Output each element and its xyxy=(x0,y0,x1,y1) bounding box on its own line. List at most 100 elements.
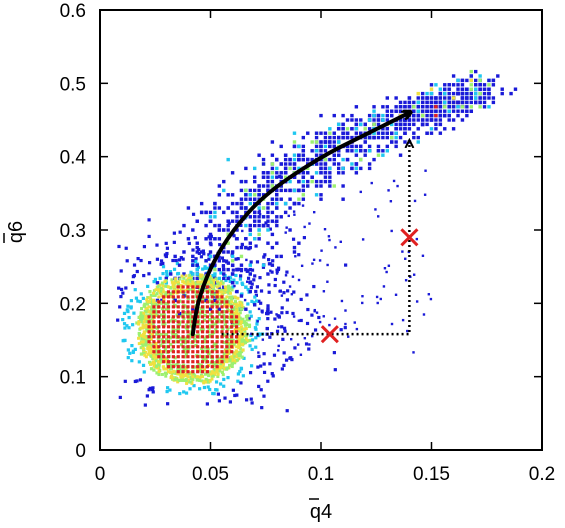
data-point xyxy=(234,302,238,306)
data-point xyxy=(173,304,177,308)
data-point xyxy=(234,330,239,334)
data-point xyxy=(394,140,398,144)
data-point xyxy=(319,184,323,188)
data-point xyxy=(152,325,156,329)
data-point xyxy=(147,345,151,349)
data-point xyxy=(254,289,258,294)
data-point xyxy=(142,304,146,308)
data-point xyxy=(239,245,244,250)
data-point xyxy=(239,330,243,334)
data-point xyxy=(270,197,275,201)
data-point xyxy=(443,96,447,100)
data-point xyxy=(301,204,305,207)
data-point xyxy=(341,171,345,175)
data-point xyxy=(379,297,382,301)
data-point xyxy=(469,100,473,105)
data-point xyxy=(182,250,186,254)
data-point xyxy=(166,300,171,304)
data-point xyxy=(220,370,224,374)
data-point xyxy=(350,149,354,153)
data-point xyxy=(199,273,203,277)
data-point xyxy=(160,318,165,322)
data-point xyxy=(210,377,214,381)
data-point xyxy=(249,260,253,264)
data-point xyxy=(208,379,212,383)
data-point xyxy=(301,153,306,157)
data-point xyxy=(196,285,200,289)
data-point xyxy=(196,320,200,324)
data-point xyxy=(152,310,156,314)
data-point xyxy=(318,320,322,324)
data-point xyxy=(241,282,245,287)
data-point xyxy=(281,337,285,341)
data-point xyxy=(222,179,226,184)
data-point xyxy=(212,281,216,285)
data-point xyxy=(398,118,403,122)
data-point xyxy=(181,372,185,376)
data-point xyxy=(244,179,248,184)
data-point xyxy=(186,305,190,309)
data-point xyxy=(149,322,153,326)
data-point xyxy=(163,322,167,326)
data-point xyxy=(157,325,161,329)
data-point xyxy=(451,83,456,87)
data-point xyxy=(354,118,359,122)
data-point xyxy=(142,311,146,315)
data-point xyxy=(314,162,319,166)
data-point xyxy=(191,248,195,252)
data-point xyxy=(181,300,185,304)
data-point xyxy=(460,91,465,96)
data-point xyxy=(164,374,168,378)
data-point xyxy=(279,197,283,201)
data-point xyxy=(155,292,159,296)
data-point xyxy=(145,318,149,322)
data-point xyxy=(205,355,210,359)
data-point xyxy=(254,244,258,248)
data-point xyxy=(306,166,310,171)
data-point xyxy=(359,166,363,171)
data-point xyxy=(157,355,161,359)
data-point xyxy=(381,153,385,157)
data-point xyxy=(159,332,164,337)
data-point xyxy=(200,340,205,344)
data-point xyxy=(487,83,491,87)
data-point xyxy=(236,303,240,307)
data-point xyxy=(186,379,190,384)
data-point xyxy=(164,345,168,349)
data-point xyxy=(234,355,238,359)
data-point xyxy=(306,184,310,188)
data-point xyxy=(222,228,226,232)
data-point xyxy=(359,157,363,162)
data-point xyxy=(297,319,301,322)
data-point xyxy=(162,290,166,294)
data-point xyxy=(147,315,151,319)
data-point xyxy=(257,354,261,358)
data-point xyxy=(238,304,242,308)
data-point xyxy=(162,297,166,301)
data-point xyxy=(142,335,146,339)
data-point xyxy=(300,264,304,268)
data-point xyxy=(279,162,283,166)
data-point xyxy=(150,387,154,392)
data-point xyxy=(257,210,261,215)
data-point xyxy=(228,295,232,300)
data-point xyxy=(412,109,416,113)
data-point xyxy=(275,157,279,162)
data-point xyxy=(182,276,186,280)
data-point xyxy=(438,87,443,91)
data-point xyxy=(153,325,158,330)
data-point xyxy=(469,69,473,74)
data-point xyxy=(249,364,254,368)
data-point xyxy=(147,325,151,329)
data-point xyxy=(283,210,288,215)
data-point xyxy=(266,171,270,175)
data-point xyxy=(270,140,275,144)
data-point xyxy=(403,122,407,127)
data-point xyxy=(266,215,270,219)
data-point xyxy=(200,335,205,339)
data-point xyxy=(246,287,250,292)
data-point xyxy=(220,310,224,314)
data-point xyxy=(447,113,451,118)
data-point xyxy=(166,310,171,314)
